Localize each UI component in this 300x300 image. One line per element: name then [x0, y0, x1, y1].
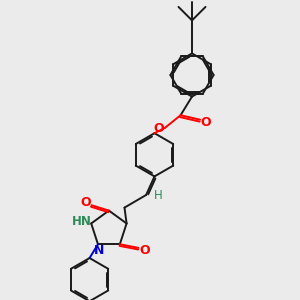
- Text: O: O: [80, 196, 91, 209]
- Text: O: O: [154, 122, 164, 135]
- Text: O: O: [200, 116, 211, 129]
- Text: HN: HN: [72, 214, 92, 228]
- Text: N: N: [94, 244, 105, 257]
- Text: H: H: [154, 189, 163, 202]
- Text: O: O: [139, 244, 150, 257]
